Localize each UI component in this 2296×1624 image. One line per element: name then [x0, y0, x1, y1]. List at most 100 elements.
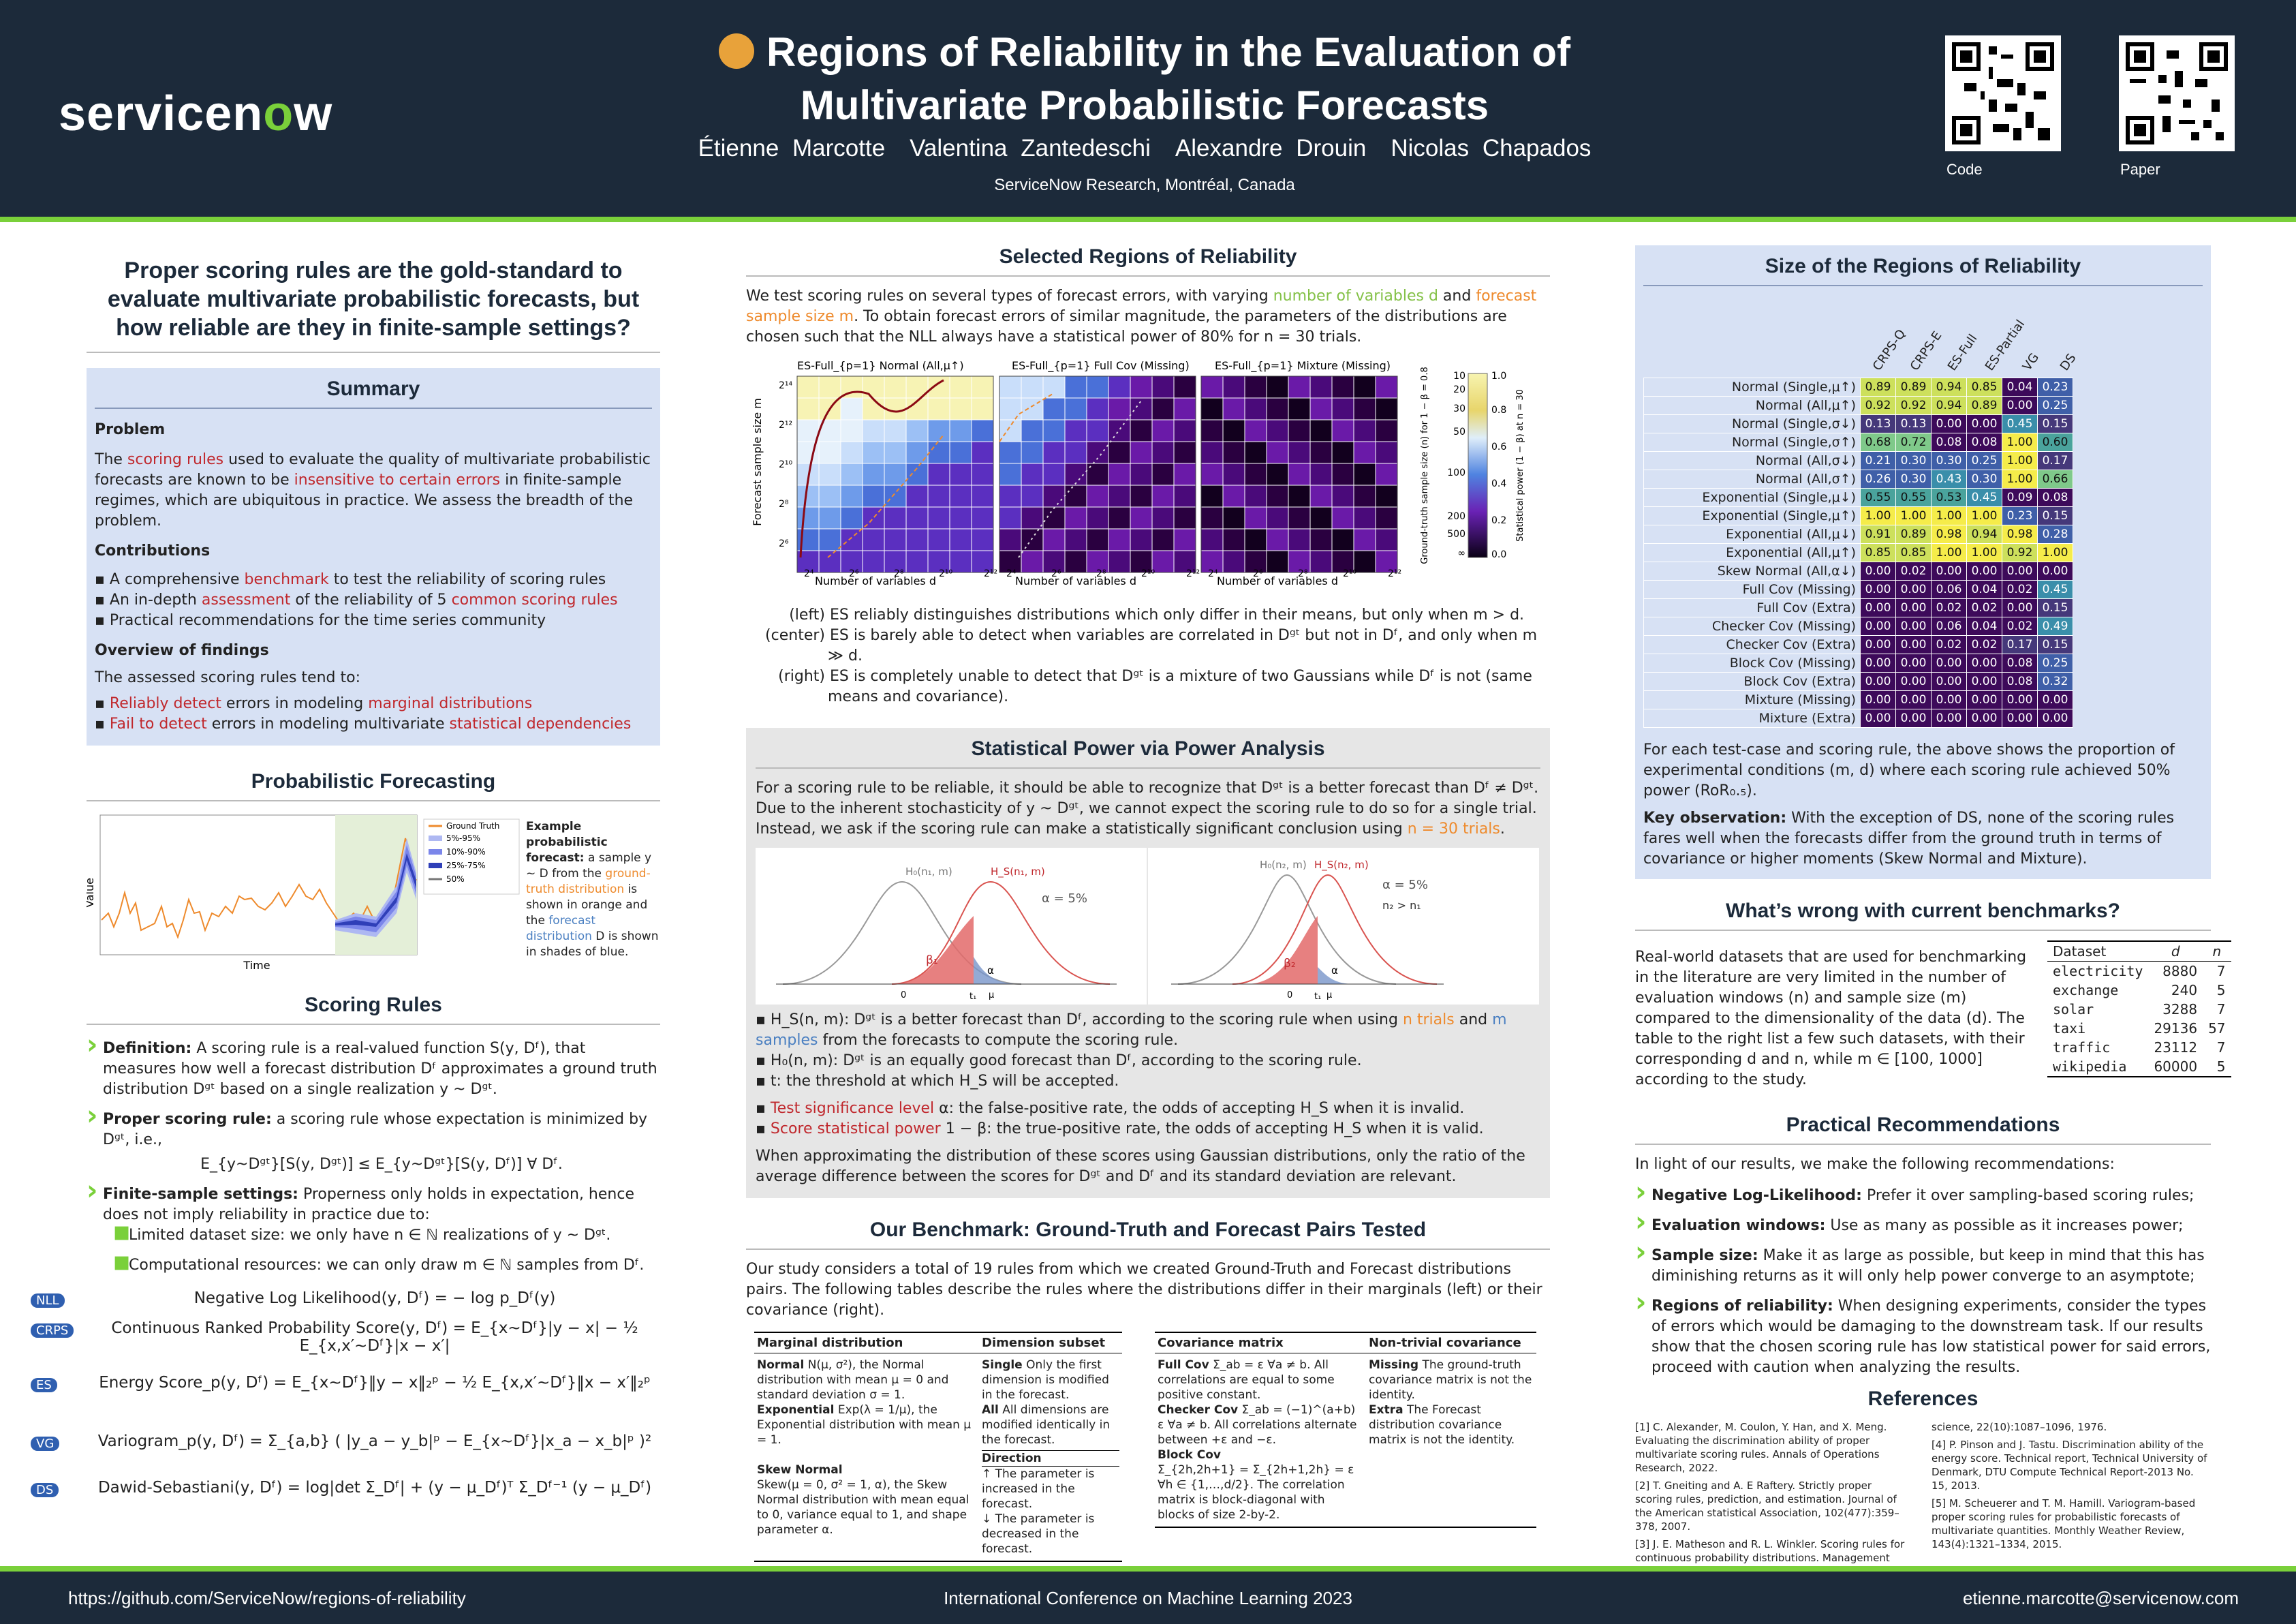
references-left: [1] C. Alexander, M. Coulon, Y. Han, and… [1635, 1420, 1911, 1565]
email-link[interactable]: etienne.marcotte@servicenow.com [1962, 1588, 2239, 1608]
affiliation: ServiceNow Research, Montréal, Canada [994, 176, 1295, 194]
panel-frame [796, 376, 994, 573]
heatmap-cell [1108, 376, 1131, 399]
regions-figure: Forecast sample size m ES-Full_{p=1} Nor… [751, 359, 1525, 587]
heatmap-cell [1288, 397, 1311, 420]
heatmap-cell: 0.94 [1931, 396, 1967, 415]
heatmap-cell [949, 485, 972, 508]
heatmap-cell [949, 441, 972, 464]
region-threshold-line [827, 434, 944, 558]
svg-text:α: α [1331, 964, 1338, 977]
svg-text:2⁸: 2⁸ [779, 499, 789, 510]
heatmap-cell [1021, 376, 1044, 399]
heatmap-cell [1222, 463, 1245, 486]
pf-x-label: Time [243, 959, 270, 972]
heatmap-cell: 1.00 [1966, 506, 2002, 525]
heatmap-cell [1222, 485, 1245, 508]
wrong-title: What’s wrong with current benchmarks? [1635, 900, 2211, 931]
heatmap-cell [1064, 376, 1087, 399]
column-header: DS [2057, 351, 2079, 373]
heatmap-cell [840, 463, 863, 486]
heatmap-cell [1375, 528, 1398, 551]
heatmap-cell: 0.45 [2037, 580, 2073, 599]
table-row: Checker Cov (Missing) 0.00 0.00 0.06 0.04 0.0… [1643, 617, 2073, 636]
heatmap-cell [1288, 506, 1311, 530]
heatmap-cell [927, 463, 950, 486]
heatmap-cell [1200, 419, 1224, 442]
column-header: CRPS-E [1907, 328, 1945, 373]
qr-paper-label: Paper [2120, 161, 2160, 178]
heatmap-cell: 0.92 [2002, 543, 2038, 562]
qr-paper-icon[interactable] [2119, 35, 2235, 151]
size-regions-box: Size of the Regions of Reliability CRPS-… [1635, 245, 2211, 736]
list-item: Test significance level α: the false-pos… [756, 1099, 1540, 1119]
heatmap-cell [1353, 485, 1376, 508]
heatmap-cell: 0.30 [1895, 470, 1932, 489]
heatmap-cell [1021, 528, 1044, 551]
heatmap-cell [1331, 485, 1354, 508]
heatmap-cell [796, 485, 820, 508]
heatmap-cell [1331, 419, 1354, 442]
findings-list: Reliably detect errors in modeling margi… [95, 694, 652, 735]
dataset-cell: exchange [2053, 982, 2119, 998]
heatmap-cell: 0.00 [1895, 580, 1932, 599]
table-row: Exponential (Single,μ↑) 1.00 1.00 1.00 1.00 0… [1643, 506, 2073, 525]
svg-text:5%-95%: 5%-95% [446, 833, 480, 843]
colorbar-ticks-right: 1.0 0.8 0.6 0.4 0.2 0.0 [1491, 371, 1506, 560]
heatmap-cell: 0.00 [1966, 709, 2002, 728]
x-tick: 2¹² [1388, 568, 1401, 579]
table-row: Normal (All,σ↑) 0.26 0.30 0.43 0.30 1.00 0.66 [1643, 470, 2073, 489]
heatmap-cell [1331, 463, 1354, 486]
heatmap-cell [999, 485, 1022, 508]
caption-row: (right) ES is completely unable to detec… [778, 668, 1532, 705]
power-conclusion: When approximating the distribution of t… [756, 1148, 1525, 1185]
heatmap-cell [999, 463, 1022, 486]
summary-box: Summary Problem The scoring rules used t… [87, 368, 660, 746]
dataset-cell: 60000 [2154, 1058, 2198, 1075]
pf-band-5-95 [335, 838, 416, 937]
heatmap-cell [1244, 376, 1267, 399]
es-tag: ES [31, 1378, 57, 1392]
heatmap-cell [1021, 419, 1044, 442]
heatmap-cell: 0.00 [1931, 562, 1967, 581]
heatmap-cell [884, 441, 907, 464]
heatmap-cell: 0.89 [1895, 378, 1932, 397]
github-link[interactable]: https://github.com/ServiceNow/regions-of… [68, 1588, 466, 1608]
row-label: Normal (Single,σ↑) [1643, 433, 1861, 452]
heatmap-cell: 1.00 [2002, 451, 2038, 470]
row-label: Exponential (All,μ↓) [1643, 525, 1861, 544]
contrib-heading: Contributions [95, 542, 211, 560]
practical-title: Practical Recommendations [1635, 1114, 2211, 1145]
heatmap-cell [1353, 397, 1376, 420]
heatmap-cell: 0.17 [2002, 635, 2038, 654]
colorbar-label-left: Ground-truth sample size (n) for 1 − β =… [1420, 367, 1430, 564]
x-tick: 2⁸ [1298, 568, 1308, 579]
overview-heading: Overview of findings [95, 642, 269, 659]
heatmap-cell [1288, 550, 1311, 573]
row-label: Checker Cov (Extra) [1643, 635, 1861, 654]
heatmap-cell [1288, 419, 1311, 442]
heatmap-cell [1375, 485, 1398, 508]
svg-text:200: 200 [1447, 511, 1465, 522]
heatmap-cell [1086, 397, 1109, 420]
heatmap-cell [1222, 397, 1245, 420]
table-row: Exponential (All,μ↓) 0.91 0.89 0.98 0.94 0.98… [1643, 525, 2073, 544]
heatmap-cell: 0.00 [1860, 598, 1896, 617]
poster-title: Regions of Reliability in the Evaluation… [613, 26, 1676, 132]
heatmap-cell [1108, 485, 1131, 508]
heatmap-cell [840, 506, 863, 530]
heatmap-cell [1244, 441, 1267, 464]
x-tick: 2¹⁰ [1343, 568, 1357, 579]
heatmap-cell: 0.17 [2037, 451, 2073, 470]
heatmap-cell [796, 376, 820, 399]
heatmap-cell [1086, 441, 1109, 464]
heatmap-cell: 0.08 [2002, 654, 2038, 673]
heatmap-cell [862, 528, 885, 551]
list-item: Evaluation windows: Use as many as possi… [1635, 1212, 2211, 1236]
heatmap-cell [1108, 463, 1131, 486]
heatmap-cell [1064, 528, 1087, 551]
svg-text:0.2: 0.2 [1491, 515, 1506, 526]
qr-code-icon[interactable] [1945, 35, 2061, 151]
heatmap-cell [1173, 397, 1196, 420]
column-header: VG [2019, 350, 2043, 373]
